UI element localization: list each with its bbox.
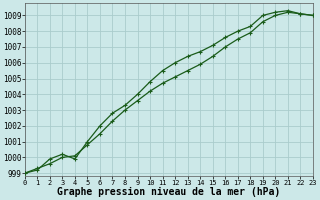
X-axis label: Graphe pression niveau de la mer (hPa): Graphe pression niveau de la mer (hPa) — [57, 187, 281, 197]
